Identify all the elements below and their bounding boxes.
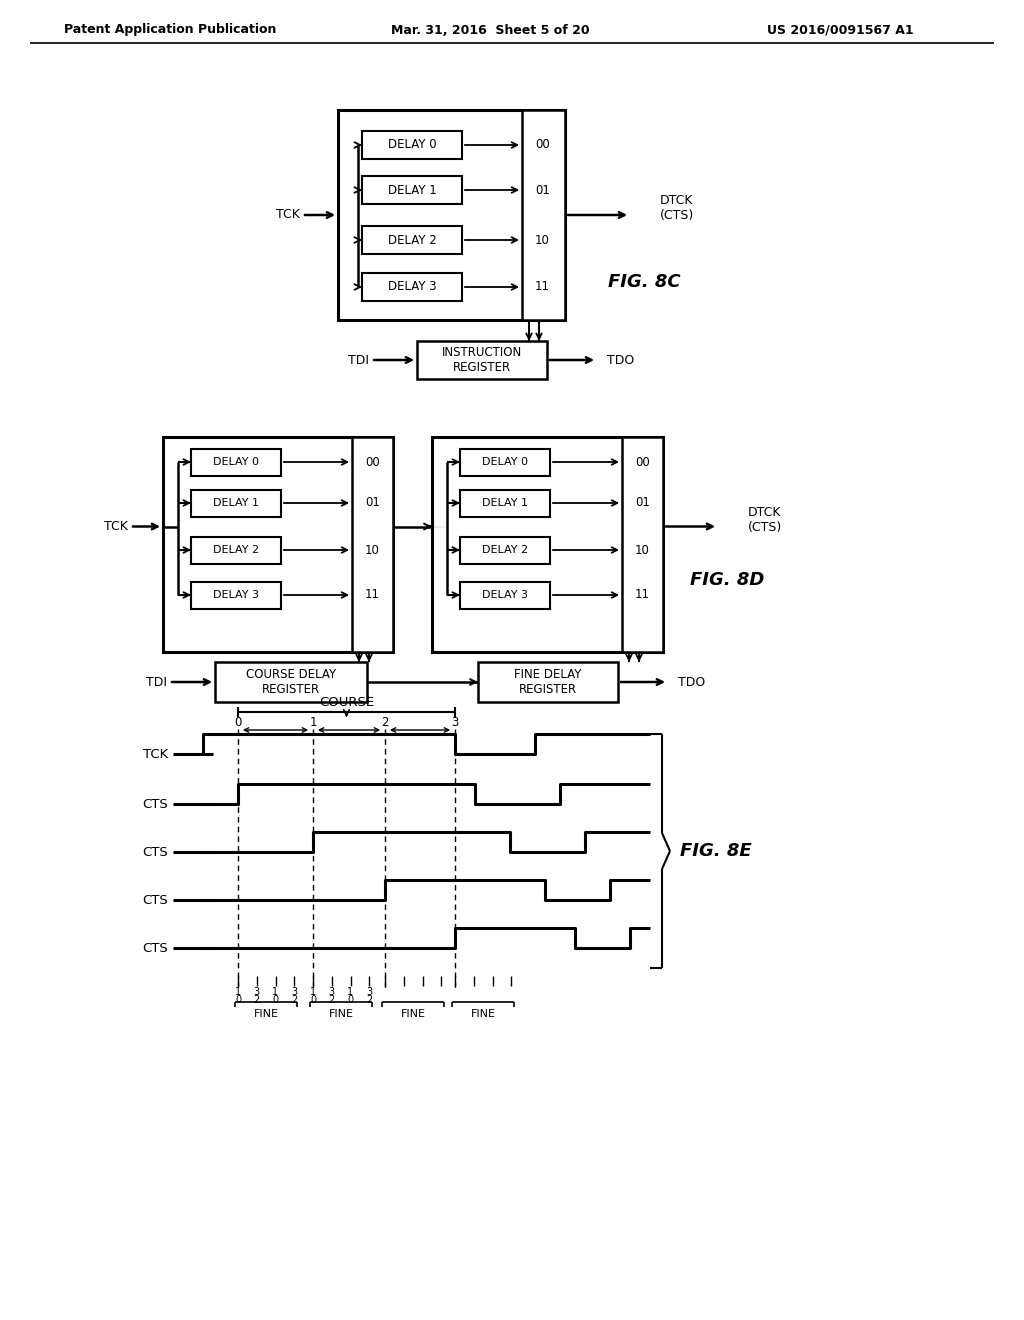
Text: 00: 00 xyxy=(366,455,380,469)
Text: 2: 2 xyxy=(367,995,373,1005)
Text: 1: 1 xyxy=(272,987,279,997)
Bar xyxy=(191,449,281,475)
Text: 10: 10 xyxy=(536,234,550,247)
Text: TCK: TCK xyxy=(142,747,168,760)
Text: 00: 00 xyxy=(536,139,550,152)
Text: TDI: TDI xyxy=(146,676,167,689)
Text: 10: 10 xyxy=(635,544,650,557)
Text: CTS: CTS xyxy=(142,894,168,907)
Text: DELAY 1: DELAY 1 xyxy=(482,498,528,508)
Text: DELAY 3: DELAY 3 xyxy=(213,590,259,601)
Bar xyxy=(191,536,281,564)
Text: TDO: TDO xyxy=(607,354,634,367)
Text: DELAY 3: DELAY 3 xyxy=(388,281,436,293)
Text: COURSE DELAY
REGISTER: COURSE DELAY REGISTER xyxy=(246,668,336,696)
Text: 1: 1 xyxy=(347,987,353,997)
Text: DELAY 2: DELAY 2 xyxy=(213,545,259,554)
Bar xyxy=(191,490,281,516)
Text: DTCK
(CTS): DTCK (CTS) xyxy=(660,194,694,222)
Text: 2: 2 xyxy=(291,995,297,1005)
Bar xyxy=(362,273,462,301)
Bar xyxy=(417,341,547,379)
Text: 0: 0 xyxy=(310,995,316,1005)
Text: US 2016/0091567 A1: US 2016/0091567 A1 xyxy=(767,24,913,37)
Text: DTCK
(CTS): DTCK (CTS) xyxy=(748,506,782,533)
Text: FIG. 8C: FIG. 8C xyxy=(608,273,681,290)
Bar xyxy=(460,582,550,609)
Text: 11: 11 xyxy=(365,589,380,602)
Text: FINE: FINE xyxy=(400,1008,426,1019)
Text: 3: 3 xyxy=(367,987,373,997)
Bar xyxy=(460,490,550,516)
Text: DELAY 1: DELAY 1 xyxy=(213,498,259,508)
Text: DELAY 1: DELAY 1 xyxy=(388,183,436,197)
Text: CTS: CTS xyxy=(142,941,168,954)
Text: DELAY 0: DELAY 0 xyxy=(213,457,259,467)
Bar xyxy=(362,226,462,253)
Text: 11: 11 xyxy=(535,281,550,293)
Text: FIG. 8E: FIG. 8E xyxy=(680,842,752,861)
Text: 3: 3 xyxy=(452,715,459,729)
Text: TCK: TCK xyxy=(104,520,128,533)
Text: 10: 10 xyxy=(366,544,380,557)
Text: 00: 00 xyxy=(635,455,650,469)
Text: 3: 3 xyxy=(291,987,297,997)
Bar xyxy=(432,437,663,652)
Text: 0: 0 xyxy=(347,995,353,1005)
Text: 3: 3 xyxy=(254,987,260,997)
Text: TDO: TDO xyxy=(678,676,706,689)
Text: 01: 01 xyxy=(366,496,380,510)
Text: 2: 2 xyxy=(381,715,389,729)
Text: CTS: CTS xyxy=(142,846,168,858)
Text: Mar. 31, 2016  Sheet 5 of 20: Mar. 31, 2016 Sheet 5 of 20 xyxy=(391,24,590,37)
Text: FINE: FINE xyxy=(471,1008,496,1019)
Text: 3: 3 xyxy=(329,987,335,997)
Text: DELAY 2: DELAY 2 xyxy=(482,545,528,554)
Bar xyxy=(362,176,462,205)
Text: TCK: TCK xyxy=(276,209,300,222)
Text: 0: 0 xyxy=(234,995,241,1005)
Text: 01: 01 xyxy=(536,183,550,197)
Text: DELAY 0: DELAY 0 xyxy=(388,139,436,152)
Text: DELAY 0: DELAY 0 xyxy=(482,457,528,467)
Text: FINE: FINE xyxy=(329,1008,353,1019)
Text: FIG. 8D: FIG. 8D xyxy=(690,572,764,589)
Text: Patent Application Publication: Patent Application Publication xyxy=(63,24,276,37)
Bar xyxy=(352,437,393,652)
Text: TDI: TDI xyxy=(348,354,369,367)
Text: FINE: FINE xyxy=(254,1008,279,1019)
Bar xyxy=(163,437,393,652)
Bar xyxy=(460,449,550,475)
Text: DELAY 3: DELAY 3 xyxy=(482,590,528,601)
Text: 1: 1 xyxy=(309,715,316,729)
Text: 1: 1 xyxy=(234,987,241,997)
Bar xyxy=(191,582,281,609)
Text: 2: 2 xyxy=(329,995,335,1005)
Bar xyxy=(215,663,367,702)
Bar xyxy=(522,110,565,319)
Bar xyxy=(362,131,462,158)
Bar xyxy=(478,663,618,702)
Text: INSTRUCTION
REGISTER: INSTRUCTION REGISTER xyxy=(442,346,522,374)
Text: 1: 1 xyxy=(310,987,316,997)
Bar xyxy=(460,536,550,564)
Text: FINE DELAY
REGISTER: FINE DELAY REGISTER xyxy=(514,668,582,696)
Text: COURSE: COURSE xyxy=(318,696,374,709)
Text: CTS: CTS xyxy=(142,797,168,810)
Bar xyxy=(338,110,565,319)
Bar xyxy=(622,437,663,652)
Text: 2: 2 xyxy=(254,995,260,1005)
Text: 0: 0 xyxy=(234,715,242,729)
Text: 01: 01 xyxy=(635,496,650,510)
Text: DELAY 2: DELAY 2 xyxy=(388,234,436,247)
Text: 0: 0 xyxy=(272,995,279,1005)
Text: 11: 11 xyxy=(635,589,650,602)
